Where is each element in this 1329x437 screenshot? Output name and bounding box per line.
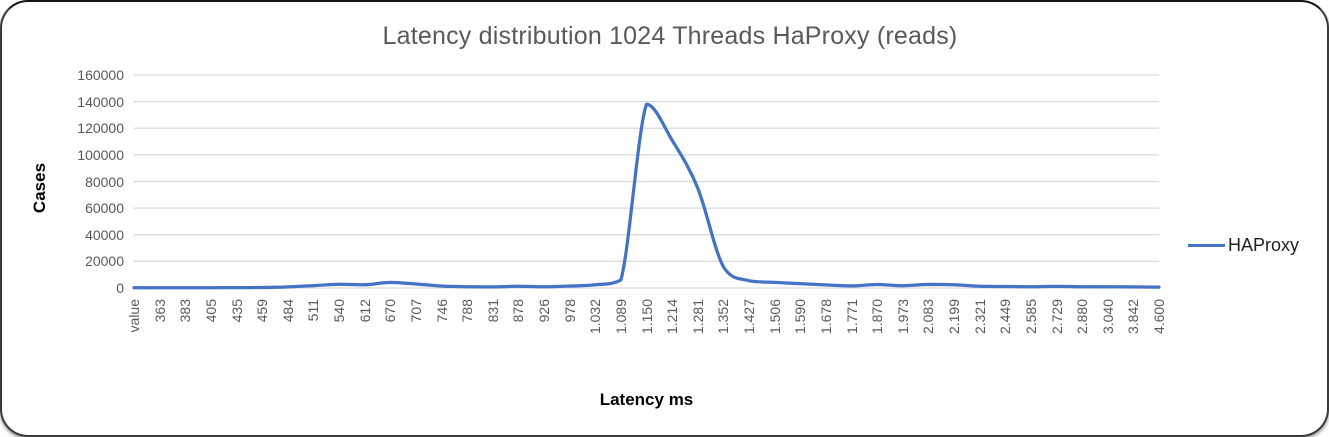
x-tick-label: 1.150 <box>638 299 655 335</box>
series-line-haproxy <box>132 102 1161 290</box>
x-tick-label: 1.089 <box>612 299 629 335</box>
x-tick-label: 363 <box>151 299 168 323</box>
x-tick-label: 2.585 <box>1022 299 1039 335</box>
x-tick-label: 746 <box>433 299 450 323</box>
y-tick-label: 80000 <box>85 173 124 190</box>
x-tick-label: 2.729 <box>1048 299 1065 335</box>
x-axis-title: Latency ms <box>599 390 694 409</box>
x-tick-label: 978 <box>561 299 578 323</box>
x-tick-label: 2.083 <box>920 299 937 335</box>
x-tick-label: 1.214 <box>664 299 681 335</box>
y-tick-label: 140000 <box>77 93 124 110</box>
x-tick-label: 831 <box>484 299 501 323</box>
x-tick-label: 1.506 <box>766 299 783 335</box>
x-tick-label: 1.590 <box>792 299 809 335</box>
x-tick-label: 2.880 <box>1074 299 1091 335</box>
x-tick-label: 1.427 <box>741 299 757 335</box>
y-tick-label: 100000 <box>77 146 124 163</box>
x-tick-label: 707 <box>407 299 424 323</box>
x-tick-label: 1.281 <box>689 299 706 335</box>
x-tick-label: 1.678 <box>817 299 834 335</box>
y-tick-label: 120000 <box>77 120 124 137</box>
y-tick-label: 20000 <box>85 253 124 270</box>
x-tick-label: 788 <box>459 299 476 323</box>
x-tick-label: 2.321 <box>971 299 988 335</box>
x-tick-label: 484 <box>279 299 296 323</box>
x-tick-label: 2.199 <box>946 299 962 335</box>
x-tick-label: 511 <box>305 299 322 322</box>
x-tick-label: 1.352 <box>715 299 732 335</box>
x-tick-label: 405 <box>202 299 219 323</box>
x-tick-label: 612 <box>356 299 373 323</box>
y-tick-label: 0 <box>116 280 124 296</box>
x-tick-label: 1.771 <box>843 299 860 335</box>
x-tick-label: 3.040 <box>1099 299 1116 335</box>
x-tick-label: 459 <box>254 299 271 323</box>
x-tick-label: 1.032 <box>587 299 604 335</box>
x-tick-label: 670 <box>382 299 399 323</box>
x-tick-label: 435 <box>228 299 245 323</box>
x-tick-label: 2.449 <box>997 299 1014 335</box>
x-tick-label: 4.600 <box>1151 299 1167 335</box>
y-axis-title: Cases <box>30 162 49 214</box>
x-tick-label: 383 <box>177 299 194 323</box>
chart-title: Latency distribution 1024 Threads HaProx… <box>382 22 958 50</box>
x-tick-label: 878 <box>510 299 527 323</box>
x-tick-label: 540 <box>331 299 347 323</box>
y-tick-label: 160000 <box>77 67 124 83</box>
legend-line-swatch <box>1188 244 1225 247</box>
x-tick-label: value <box>126 299 142 333</box>
legend: HAProxy <box>1188 235 1299 256</box>
x-tick-label: 1.870 <box>869 299 886 335</box>
y-tick-label: 40000 <box>85 226 124 243</box>
x-tick-label: 926 <box>536 299 552 323</box>
legend-series-label: HAProxy <box>1228 235 1300 255</box>
x-tick-label: 1.973 <box>894 299 911 335</box>
y-tick-label: 60000 <box>85 200 124 217</box>
x-tick-label: 3.842 <box>1125 299 1142 335</box>
